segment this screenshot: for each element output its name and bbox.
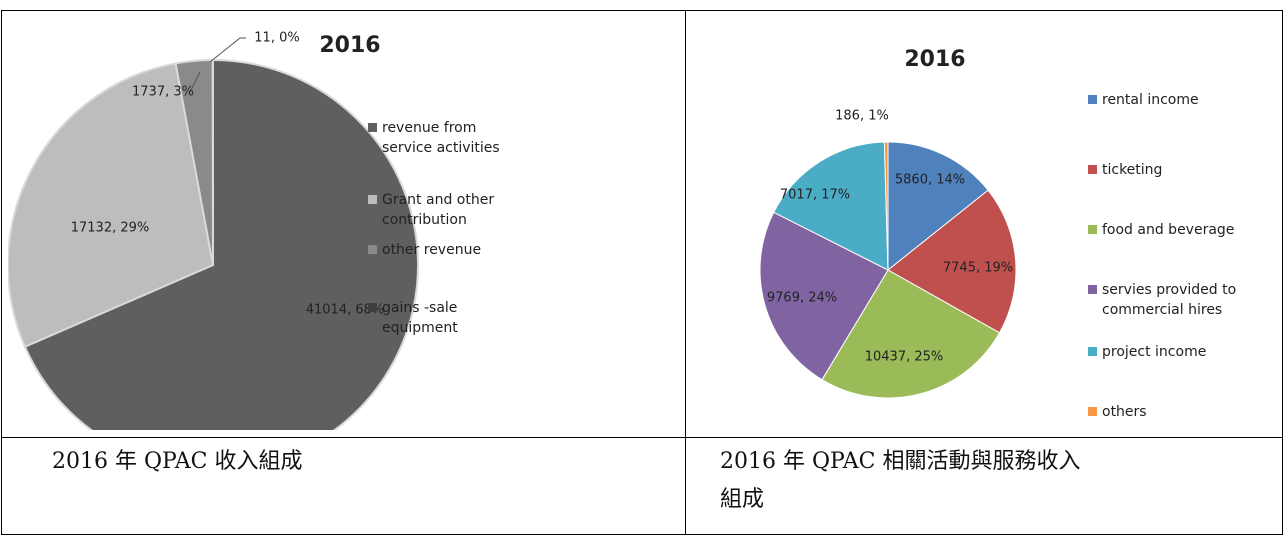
pie-slice: [23, 58, 419, 430]
pie-slice: [883, 141, 889, 271]
data-label: 41014, 68%: [306, 303, 385, 318]
legend-swatch: [368, 303, 377, 312]
data-label: 9769, 24%: [767, 291, 837, 306]
caption: 2016 年 QPAC 收入組成: [52, 449, 303, 474]
data-label: 10437, 25%: [865, 350, 944, 365]
legend-swatch: [1088, 285, 1097, 294]
legend-swatch: [1088, 407, 1097, 416]
legend-swatch: [1088, 225, 1097, 234]
legend-item: gains -sale equipment: [368, 298, 518, 338]
data-label: 7745, 19%: [943, 261, 1013, 276]
pie: [759, 141, 1017, 399]
legend-label: servies provided to commercial hires: [1102, 282, 1237, 318]
legend-label: gains -sale equipment: [382, 300, 458, 336]
legend-item: revenue from service activities: [368, 118, 518, 158]
leader-line: [189, 71, 201, 93]
legend-label: ticketing: [1102, 162, 1163, 178]
legend-swatch: [368, 245, 377, 254]
pie: [8, 58, 419, 430]
data-label: 11, 0%: [254, 31, 299, 46]
data-label: 5860, 14%: [895, 173, 965, 188]
data-label: 7017, 17%: [780, 188, 850, 203]
legend-item: other revenue: [368, 240, 518, 260]
chart-title: 2016: [904, 47, 965, 72]
legend: rental income ticketing food and beverage s…: [1088, 90, 1278, 430]
legend-swatch: [1088, 95, 1097, 104]
legend-label: Grant and other contribution: [382, 192, 495, 228]
legend: revenue from service activities Grant and…: [368, 118, 518, 458]
legend-item: Grant and other contribution: [368, 190, 518, 230]
pie-slice: [887, 141, 989, 272]
leader-line: [209, 37, 246, 63]
legend-item: ticketing: [1088, 160, 1278, 180]
legend-label: project income: [1102, 344, 1207, 360]
legend-swatch: [1088, 347, 1097, 356]
legend-label: food and beverage: [1102, 222, 1235, 238]
legend-label: other revenue: [382, 242, 482, 258]
pie-slice: [8, 62, 215, 348]
data-label: 17132, 29%: [71, 221, 150, 236]
legend-item: others: [1088, 402, 1278, 422]
legend-label: rental income: [1102, 92, 1199, 108]
chart-title: 2016: [319, 33, 380, 58]
legend-item: rental income: [1088, 90, 1278, 110]
pie-slice: [887, 189, 1017, 334]
data-label: 186, 1%: [835, 109, 889, 124]
charts: 2016 41014, 68% 17132, 29% 1737, 3% 11, 0% 20…: [8, 31, 1017, 430]
legend-swatch: [368, 123, 377, 132]
caption: 2016 年 QPAC 相關活動與服務收入組成: [720, 449, 1081, 512]
pie-slice: [821, 269, 1001, 399]
legend-label: others: [1102, 404, 1147, 420]
legend-label: revenue from service activities: [382, 120, 500, 156]
legend-swatch: [368, 195, 377, 204]
legend-item: project income: [1088, 342, 1278, 362]
legend-swatch: [1088, 165, 1097, 174]
legend-item: servies provided to commercial hires: [1088, 280, 1278, 320]
data-label: 1737, 3%: [132, 85, 194, 100]
legend-item: food and beverage: [1088, 220, 1278, 240]
pie-slice: [773, 141, 889, 271]
